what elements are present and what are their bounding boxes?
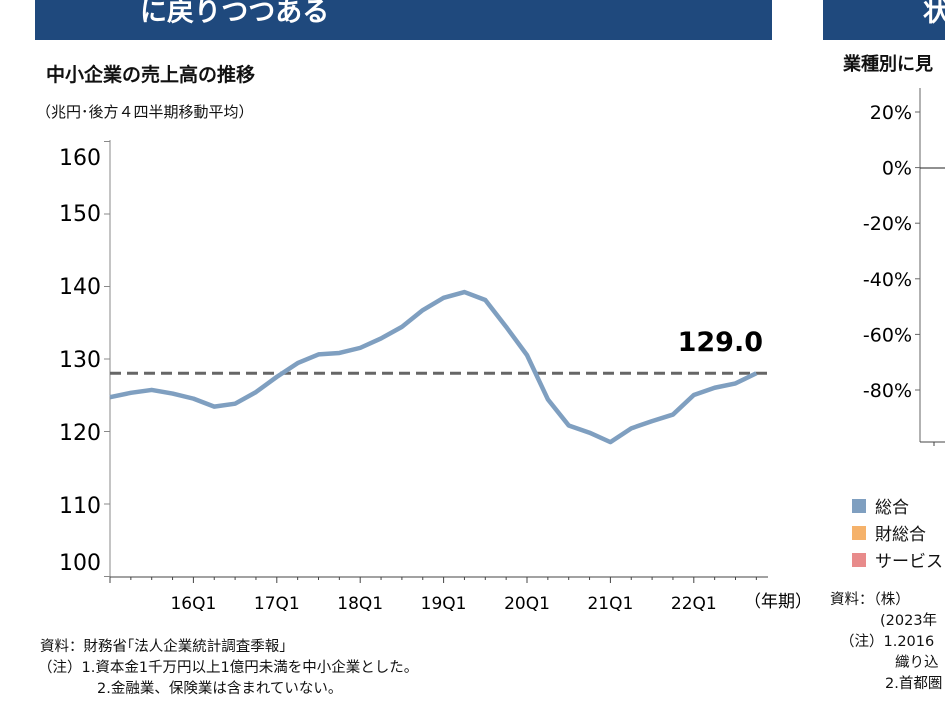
y-tick-label: 0% xyxy=(882,158,912,180)
chart-title: 中小企業の売上高の推移 xyxy=(46,64,256,86)
y-tick-label: 110 xyxy=(59,494,101,519)
y-tick-label: 160 xyxy=(59,146,101,171)
x-tick-label: 16Q1 xyxy=(170,594,216,614)
section-header-left: に戻りつつある xyxy=(35,0,772,40)
note-2: 2.金融業、保険業は含まれていない。 xyxy=(97,681,343,697)
source-note: 資料：財務省｢法人企業統計調査季報｣ xyxy=(40,639,287,655)
y-tick-label: 20% xyxy=(870,102,912,124)
right-note-line: （注）1.2016 xyxy=(840,634,935,650)
sales-line-chart: 100 110 120 130 140 150 160 16Q1 17Q1 18Q1 19Q1 20Q… xyxy=(59,140,800,614)
legend-item: サービス xyxy=(852,547,943,572)
right-note-line: (2023年 xyxy=(880,613,938,629)
latest-value-label: 129.0 xyxy=(678,327,763,358)
legend-item: 総合 xyxy=(852,493,909,518)
legend-label: サービス xyxy=(875,552,943,572)
x-tick-label: 17Q1 xyxy=(254,594,300,614)
x-tick-label: 19Q1 xyxy=(421,594,467,614)
y-tick-label: 140 xyxy=(59,275,101,300)
right-panel: 状 業種別に見 20% 0% -20% -40% -60% -80% 総合 財総合 サービ… xyxy=(823,0,945,709)
sales-series-line xyxy=(109,289,758,445)
legend-item: 財総合 xyxy=(852,520,926,545)
y-tick-label: -60% xyxy=(863,324,912,346)
y-tick-label: 150 xyxy=(59,202,101,227)
section-header-text: 状 xyxy=(923,0,945,28)
x-axis-label: （年期） xyxy=(744,592,800,612)
legend-label: 財総合 xyxy=(875,525,926,545)
right-note-line: 織り込 xyxy=(895,655,939,671)
y-tick-label: 130 xyxy=(59,348,101,373)
y-tick-label: 120 xyxy=(59,421,101,446)
unit-label: （兆円･後方４四半期移動平均） xyxy=(36,103,254,121)
y-tick-label: -80% xyxy=(863,380,912,402)
y-tick-label: -40% xyxy=(863,269,912,291)
right-note-line: 2.首都圏 xyxy=(885,676,943,692)
right-source-note: 資料：（株） xyxy=(830,592,910,608)
x-tick-label: 22Q1 xyxy=(671,594,717,614)
industry-line-chart: 20% 0% -20% -40% -60% -80% xyxy=(863,88,945,446)
note-1: （注）1.資本金1千万円以上1億円未満を中小企業とした。 xyxy=(38,660,419,676)
right-chart-title: 業種別に見 xyxy=(843,54,933,75)
legend-swatch xyxy=(852,525,866,540)
legend-swatch xyxy=(852,552,866,567)
y-tick-label: 100 xyxy=(59,551,101,576)
y-tick-label: -20% xyxy=(863,213,912,235)
legend-swatch xyxy=(852,498,866,513)
section-header-right: 状 xyxy=(823,0,945,40)
x-tick-label: 18Q1 xyxy=(337,594,383,614)
legend-label: 総合 xyxy=(875,498,909,518)
x-tick-label: 21Q1 xyxy=(587,594,633,614)
section-header-text: に戻りつつある xyxy=(140,0,330,28)
x-tick-label: 20Q1 xyxy=(504,594,550,614)
